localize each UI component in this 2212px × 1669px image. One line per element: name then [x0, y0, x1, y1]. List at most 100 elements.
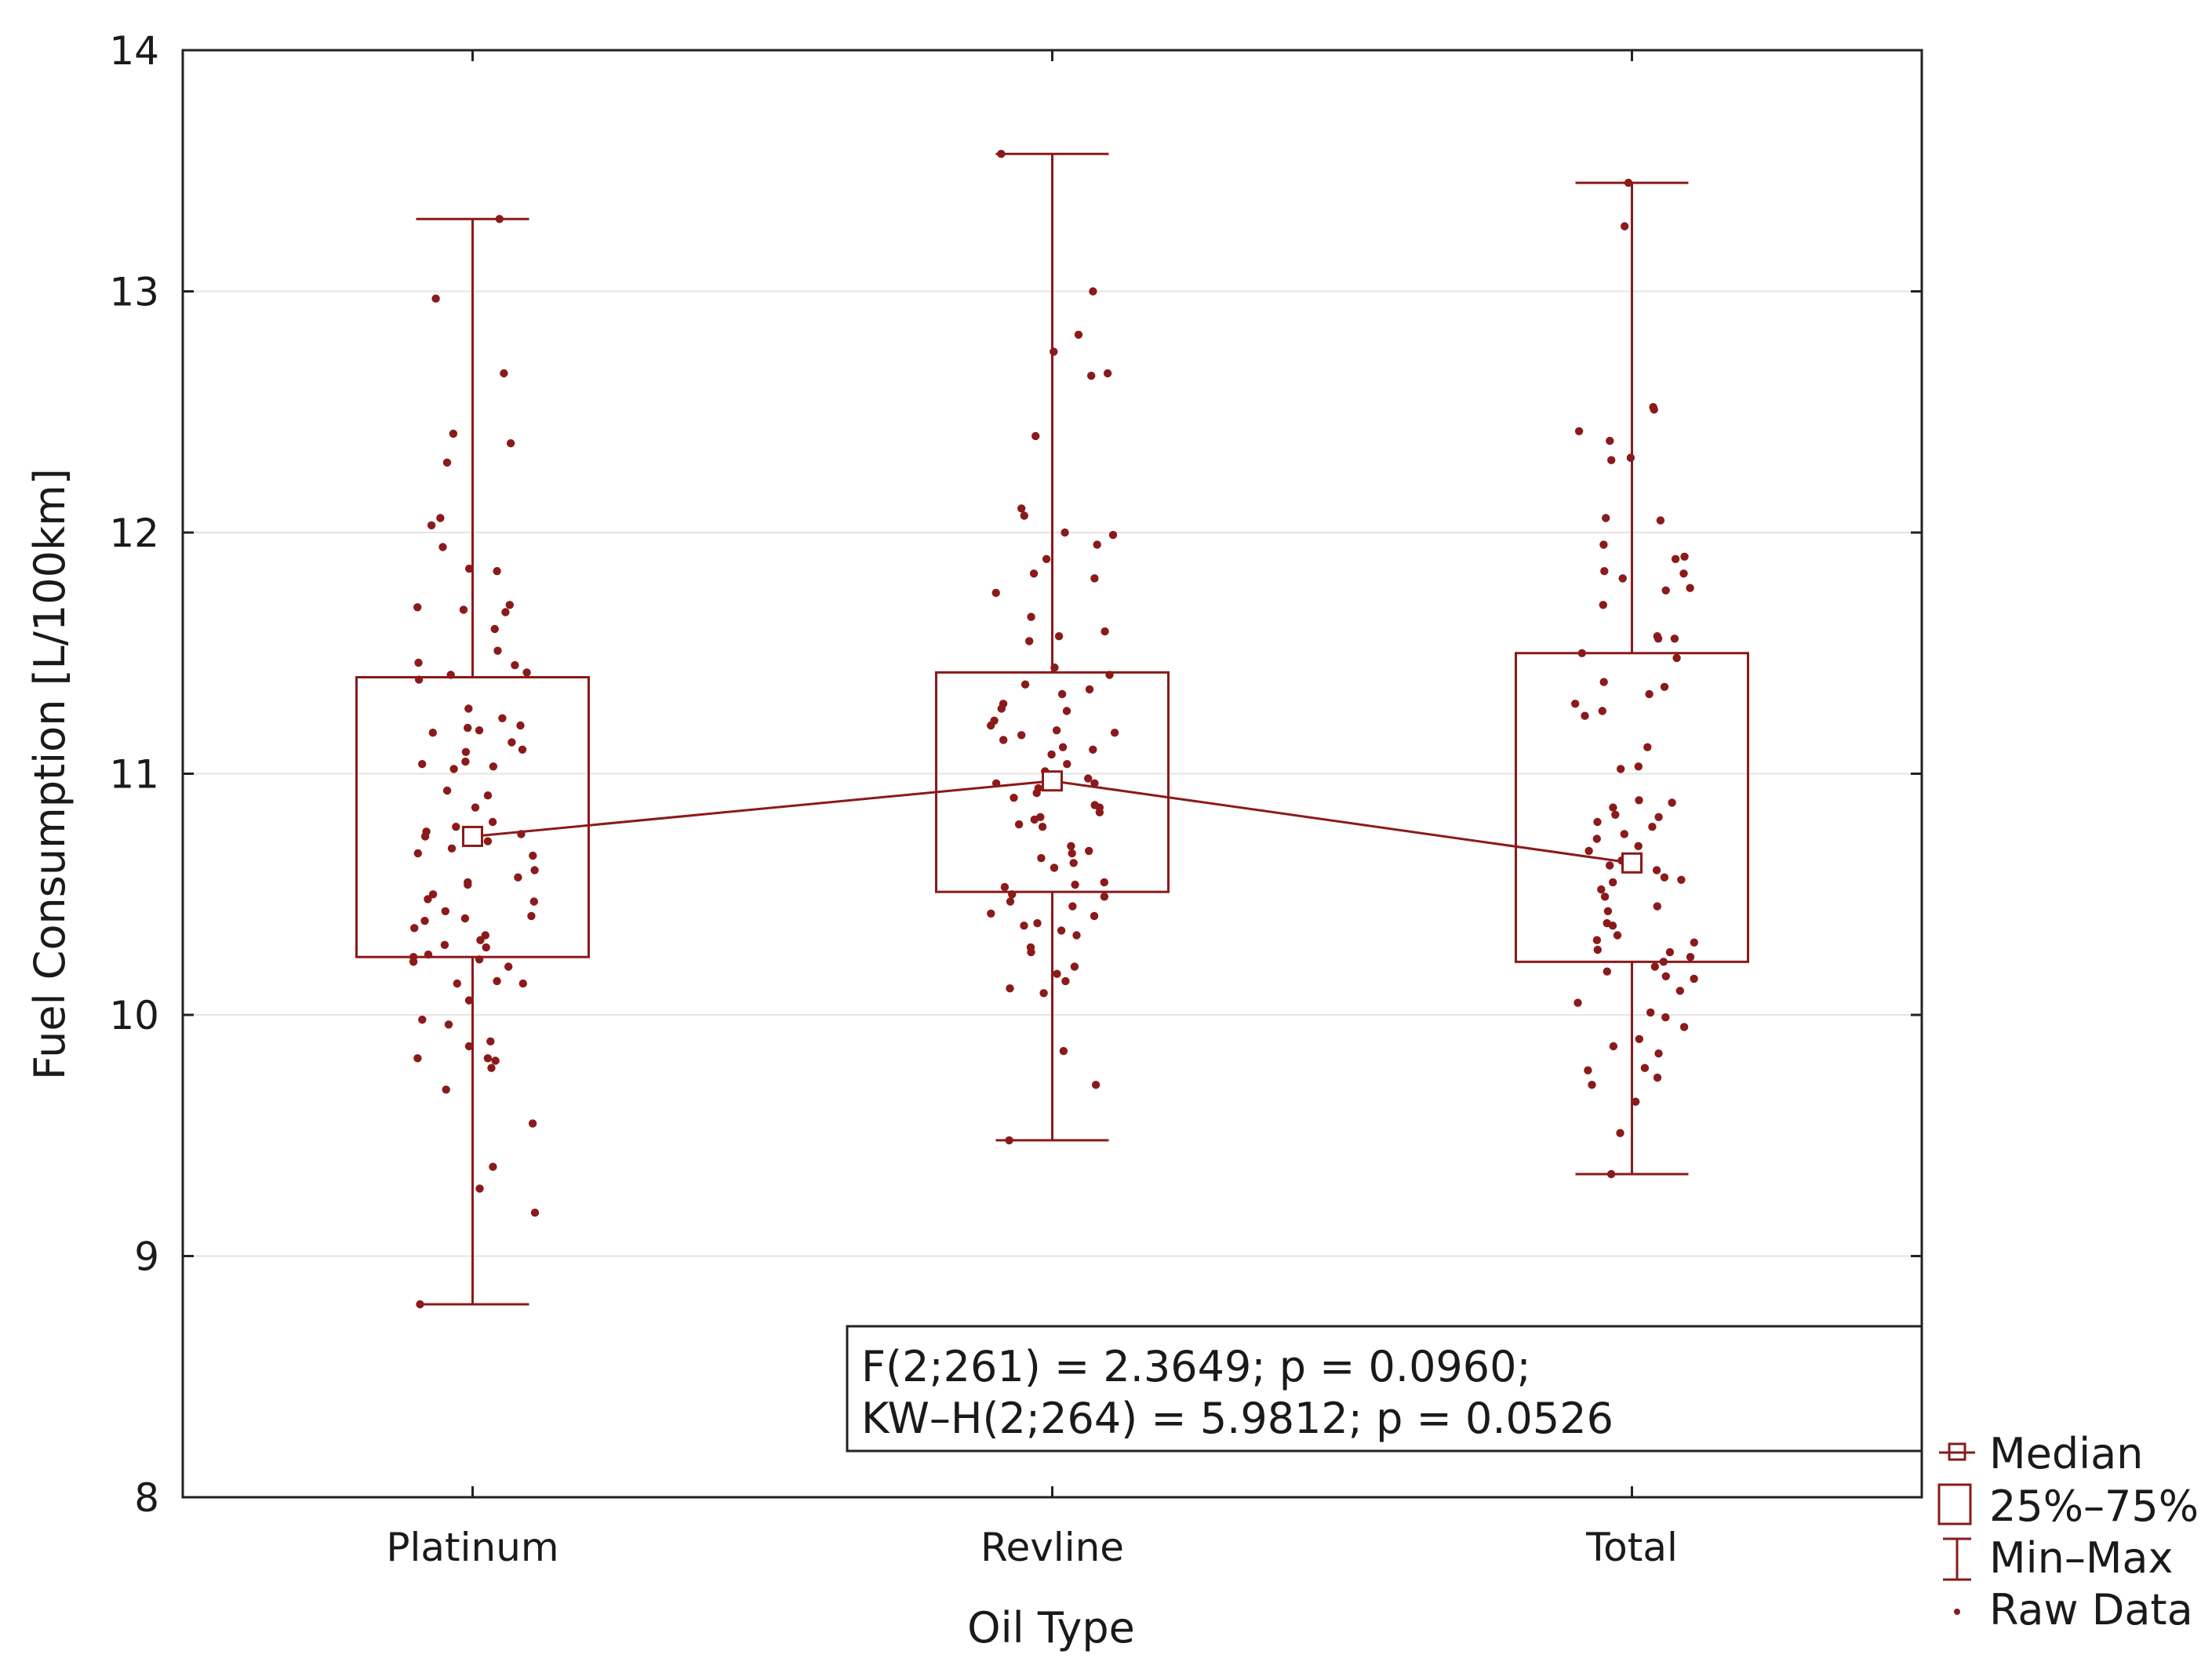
- platinum-raw-point: [483, 791, 493, 800]
- total-raw-point: [1635, 1034, 1643, 1044]
- total-raw-point: [1611, 810, 1620, 820]
- total-raw-point: [1600, 567, 1609, 576]
- x-tick-label-platinum: Platinum: [386, 1525, 558, 1570]
- revline-raw-point: [1006, 984, 1014, 993]
- y-tick-label-3: 11: [109, 752, 159, 798]
- total-raw-point: [1660, 873, 1669, 882]
- total-raw-point: [1656, 516, 1665, 525]
- y-tick-label-2: 10: [109, 993, 159, 1038]
- revline-raw-point: [1008, 890, 1017, 899]
- revline-raw-point: [1087, 371, 1096, 380]
- platinum-raw-point: [464, 1042, 474, 1051]
- revline-raw-point: [1063, 760, 1071, 769]
- platinum-raw-point: [440, 940, 449, 950]
- platinum-raw-point: [514, 873, 522, 882]
- revline-raw-point: [1057, 926, 1066, 935]
- total-raw-point: [1581, 711, 1589, 720]
- total-raw-point: [1607, 456, 1616, 464]
- total-raw-point: [1679, 569, 1688, 578]
- total-raw-point: [1643, 743, 1652, 751]
- revline-raw-point: [1014, 820, 1024, 829]
- revline-raw-point: [1062, 707, 1071, 715]
- total-raw-point: [1613, 931, 1622, 940]
- platinum-raw-point: [493, 646, 502, 655]
- platinum-raw-point: [518, 979, 527, 988]
- total-raw-point: [1670, 635, 1679, 643]
- platinum-raw-point: [449, 765, 458, 773]
- total-raw-point: [1680, 552, 1689, 561]
- platinum-raw-point: [500, 369, 508, 378]
- platinum-raw-point: [481, 931, 489, 940]
- legend-box-icon: [1937, 1483, 1972, 1525]
- total-raw-point: [1634, 762, 1643, 771]
- x-tick-label-revline: Revline: [980, 1525, 1124, 1570]
- platinum-raw-point: [413, 603, 422, 612]
- total-raw-point: [1606, 1169, 1616, 1179]
- platinum-raw-point: [442, 458, 452, 467]
- revline-raw-point: [1110, 729, 1119, 737]
- total-raw-point: [1577, 649, 1587, 657]
- revline-iqr-box: [935, 671, 1170, 893]
- revline-raw-point: [1032, 788, 1041, 798]
- revline-raw-point: [1050, 864, 1059, 872]
- total-raw-point: [1640, 1064, 1650, 1072]
- revline-raw-point: [1101, 627, 1109, 636]
- total-raw-point: [1661, 1013, 1670, 1022]
- revline-raw-point: [1031, 431, 1040, 441]
- total-raw-point: [1624, 178, 1633, 187]
- revline-raw-point: [1005, 1136, 1013, 1145]
- platinum-raw-point: [414, 658, 423, 667]
- revline-raw-point: [1074, 330, 1083, 339]
- revline-raw-point: [1108, 530, 1118, 540]
- platinum-raw-point: [522, 668, 531, 677]
- platinum-raw-point: [486, 1037, 495, 1046]
- revline-raw-point: [1050, 347, 1058, 356]
- revline-raw-point: [987, 909, 995, 918]
- revline-raw-point: [1068, 902, 1077, 911]
- y-axis: 8 9 10 11 12 13 14: [109, 28, 1922, 1521]
- y-tick-label-1: 9: [134, 1234, 159, 1280]
- total-raw-point: [1598, 707, 1606, 715]
- legend-label-raw-data: Raw Data: [1989, 1585, 2193, 1634]
- platinum-raw-point: [431, 294, 440, 303]
- revline-raw-point: [1090, 574, 1099, 583]
- platinum-raw-point: [461, 747, 471, 756]
- total-raw-point: [1606, 861, 1614, 870]
- total-raw-point: [1632, 1097, 1640, 1106]
- platinum-raw-point: [449, 429, 458, 438]
- platinum-raw-point: [427, 521, 436, 529]
- platinum-raw-point: [436, 514, 445, 522]
- platinum-raw-point: [413, 849, 422, 858]
- platinum-raw-point: [493, 976, 501, 986]
- total-raw-point: [1668, 798, 1676, 807]
- total-raw-point: [1653, 902, 1661, 911]
- platinum-raw-point: [414, 675, 424, 684]
- total-raw-point: [1650, 405, 1658, 414]
- total-raw-point: [1686, 584, 1694, 592]
- platinum-raw-point: [410, 924, 419, 933]
- revline-raw-point: [997, 150, 1006, 158]
- total-raw-point: [1603, 907, 1613, 916]
- revline-raw-point: [1072, 931, 1081, 940]
- platinum-raw-point: [424, 950, 433, 959]
- revline-raw-point: [1067, 842, 1075, 851]
- stats-line-anova: F(2;261) = 2.3649; p = 0.0960;: [861, 1342, 1531, 1391]
- platinum-raw-point: [475, 726, 484, 735]
- revline-raw-point: [1017, 731, 1026, 740]
- revline-raw-point: [1000, 882, 1010, 892]
- revline-raw-point: [1053, 969, 1061, 978]
- revline-raw-point: [1042, 555, 1051, 563]
- platinum-raw-point: [464, 996, 474, 1005]
- platinum-raw-point: [488, 817, 497, 827]
- revline-raw-point: [999, 736, 1008, 744]
- platinum-raw-point: [505, 601, 514, 609]
- legend-label-box: 25%–75%: [1989, 1482, 2199, 1531]
- platinum-raw-point: [428, 729, 437, 737]
- revline-raw-point: [1054, 632, 1064, 641]
- total-raw-point: [1618, 574, 1627, 583]
- total-raw-point: [1599, 601, 1607, 609]
- platinum-raw-point: [442, 1085, 450, 1094]
- total-raw-point: [1635, 796, 1643, 805]
- revline-raw-point: [1100, 878, 1109, 887]
- platinum-raw-point: [475, 1184, 484, 1193]
